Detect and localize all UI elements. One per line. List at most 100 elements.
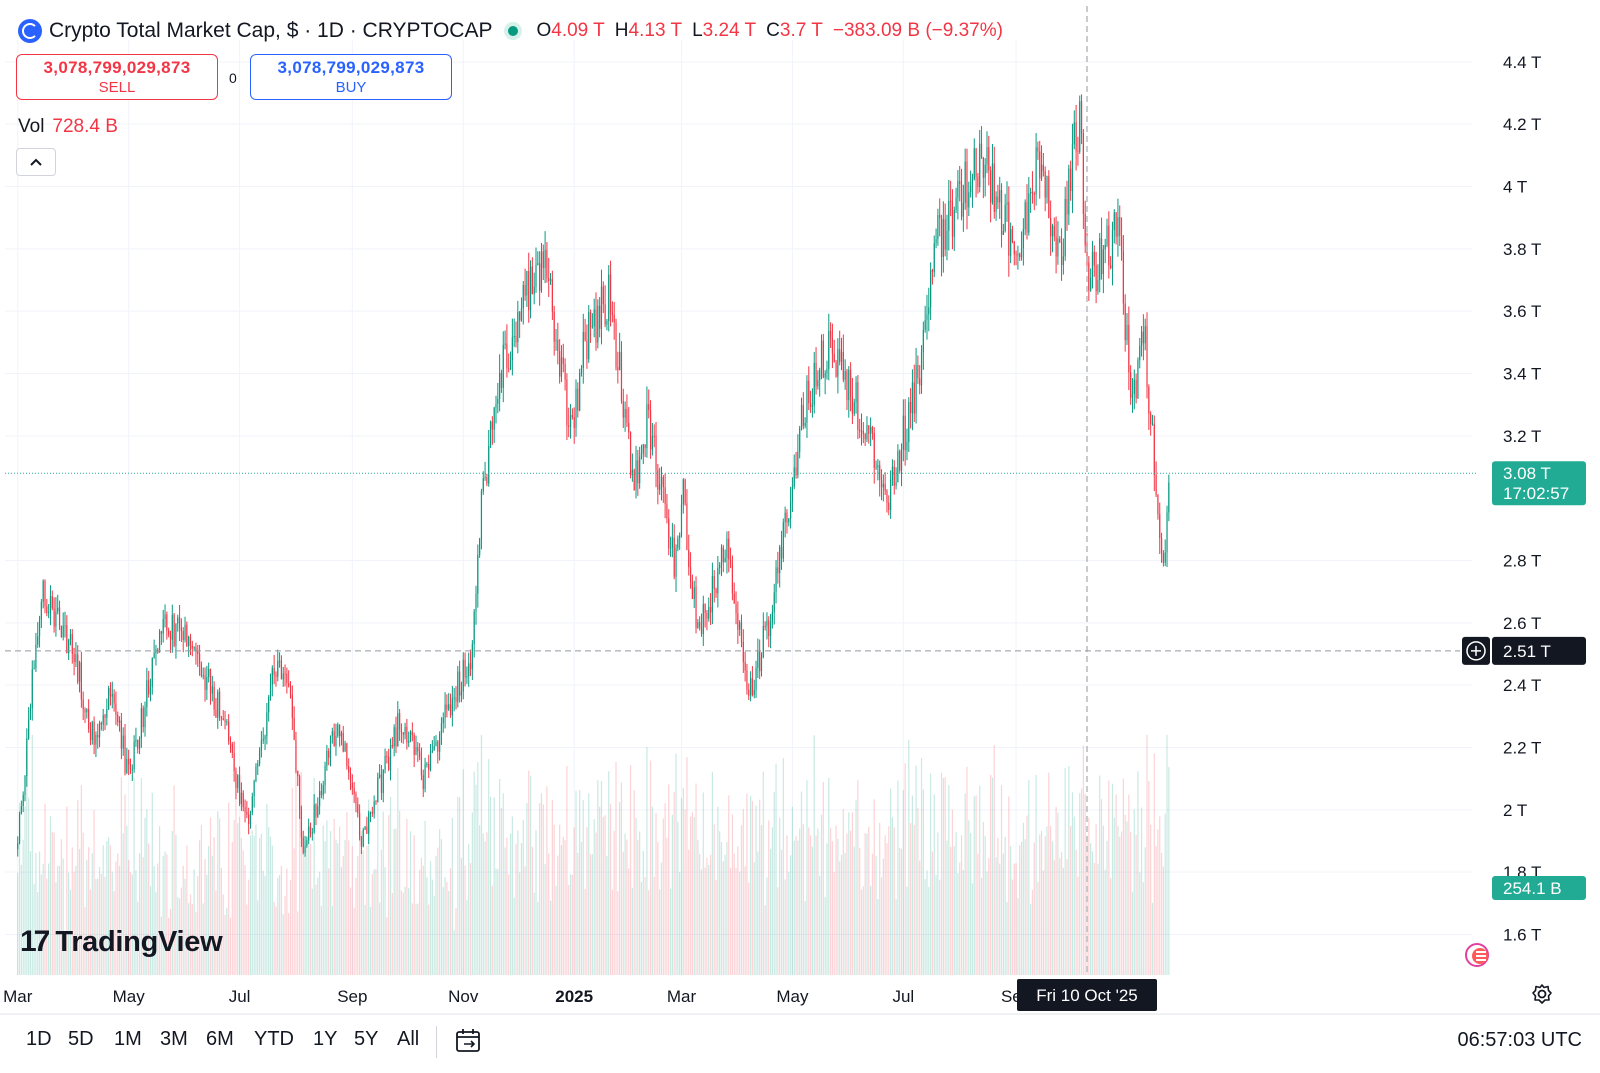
candle-body xyxy=(568,425,570,427)
volume-bar xyxy=(769,848,772,975)
volume-bar xyxy=(342,856,344,975)
candle xyxy=(319,781,321,815)
volume-bar xyxy=(1166,735,1168,975)
range-button-1d[interactable]: 1D xyxy=(26,1028,52,1050)
candle-body xyxy=(1106,225,1108,245)
collapse-legend-button[interactable] xyxy=(16,148,56,176)
volume-bar xyxy=(708,864,710,975)
price-axis[interactable]: 4.4 T4.2 T4 T3.8 T3.6 T3.4 T3.2 T2.8 T2.… xyxy=(1462,53,1586,945)
volume-bar xyxy=(297,911,299,975)
utc-clock[interactable]: 06:57:03 UTC xyxy=(1457,1029,1582,1051)
symbol-legend: Crypto Total Market Cap, $ · 1D · CRYPTO… xyxy=(18,16,1003,46)
candle-body xyxy=(753,689,755,696)
volume-bar xyxy=(540,793,543,975)
candle-body xyxy=(731,563,733,594)
candle xyxy=(548,257,550,298)
candle-body xyxy=(706,613,708,619)
candle xyxy=(195,642,197,665)
volume-bar xyxy=(1142,882,1144,975)
volume-bar xyxy=(822,782,824,975)
range-button-6m[interactable]: 6M xyxy=(206,1028,234,1050)
candle-body xyxy=(124,735,126,773)
range-button-5d[interactable]: 5D xyxy=(68,1028,94,1050)
volume-bar xyxy=(97,878,99,975)
candle xyxy=(848,366,850,418)
buy-button[interactable]: 3,078,799,029,873 BUY xyxy=(250,54,452,100)
candle-body xyxy=(648,404,650,411)
candle xyxy=(355,791,357,813)
candle xyxy=(888,495,890,516)
candle-body xyxy=(609,274,612,313)
candle-body xyxy=(68,639,70,654)
candle xyxy=(108,685,110,711)
candle xyxy=(795,451,797,479)
range-button-3m[interactable]: 3M xyxy=(160,1028,188,1050)
volume-bar xyxy=(397,768,399,975)
candle-body xyxy=(137,739,139,749)
volume-bar xyxy=(746,793,748,975)
candle xyxy=(862,422,864,444)
volume-bar xyxy=(275,906,277,975)
candle-body xyxy=(788,518,790,523)
candle xyxy=(522,281,524,325)
candle-body xyxy=(586,340,588,360)
candle-body xyxy=(1028,193,1030,233)
range-button-1m[interactable]: 1M xyxy=(114,1028,142,1050)
symbol-title[interactable]: Crypto Total Market Cap, $ · 1D · CRYPTO… xyxy=(49,19,493,42)
candle xyxy=(155,644,157,666)
candle xyxy=(433,736,435,751)
gear-icon[interactable] xyxy=(1531,983,1553,1005)
tradingview-logo[interactable]: 17 TradingView xyxy=(20,925,223,959)
candle xyxy=(824,370,826,395)
volume-bar xyxy=(184,878,186,975)
candle-body xyxy=(29,708,32,720)
candle-body xyxy=(1044,171,1046,198)
candle-body xyxy=(328,750,330,758)
candle-body xyxy=(1113,212,1115,230)
range-button-1y[interactable]: 1Y xyxy=(313,1028,338,1050)
candle xyxy=(1073,110,1075,150)
volume-bar xyxy=(846,833,848,975)
candle-body xyxy=(831,337,834,354)
volume-bar xyxy=(173,785,175,975)
candle-body xyxy=(433,745,435,751)
range-button-ytd[interactable]: YTD xyxy=(254,1028,294,1050)
candle xyxy=(604,285,606,328)
volume-bar xyxy=(180,887,182,975)
candle-body xyxy=(629,432,632,476)
range-button-5y[interactable]: 5Y xyxy=(354,1028,379,1050)
candle xyxy=(1055,216,1057,274)
volume-bar xyxy=(26,745,28,975)
candle xyxy=(29,703,32,720)
candle-body xyxy=(178,617,181,628)
volume-bar xyxy=(893,827,895,975)
volume-bar xyxy=(850,830,852,975)
volume-bar xyxy=(109,845,112,975)
candle xyxy=(153,639,155,659)
candle-body xyxy=(164,614,166,620)
volume-bar xyxy=(33,883,35,975)
candle xyxy=(1148,384,1150,430)
candle-body xyxy=(359,813,361,837)
calendar-goto-icon[interactable] xyxy=(454,1026,484,1056)
candle xyxy=(1002,223,1004,235)
candle-body xyxy=(297,771,299,777)
volume-bar xyxy=(348,840,350,975)
candle-body xyxy=(946,230,948,250)
candle-body xyxy=(620,352,623,402)
volume-bar xyxy=(320,905,323,975)
candle xyxy=(915,347,917,424)
sell-button[interactable]: 3,078,799,029,873 SELL xyxy=(16,54,218,100)
range-button-all[interactable]: All xyxy=(397,1028,420,1050)
candle-body xyxy=(828,330,830,370)
time-axis[interactable]: Mar May Jul Sep Nov 2025 Mar May Jul Sep Fri 10 Oc… xyxy=(0,979,1600,1015)
candle-body xyxy=(1046,176,1048,198)
volume-bar xyxy=(78,848,81,975)
candle xyxy=(855,376,857,414)
candle-body xyxy=(57,607,59,612)
candle xyxy=(953,206,955,251)
candle-body xyxy=(913,382,915,414)
candle-body xyxy=(302,837,304,853)
candle-body xyxy=(257,763,259,767)
